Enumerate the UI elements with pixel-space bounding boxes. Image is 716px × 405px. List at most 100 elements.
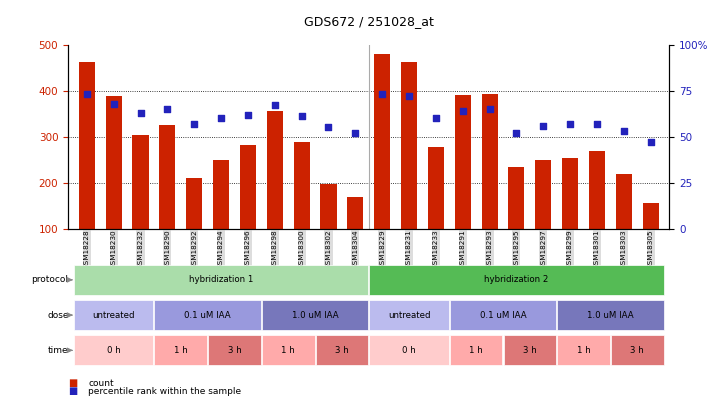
Bar xyxy=(536,160,551,229)
Text: GSM18228: GSM18228 xyxy=(84,230,90,269)
Bar xyxy=(611,335,664,365)
Point xyxy=(618,128,629,134)
Text: 0 h: 0 h xyxy=(107,346,120,355)
Text: 0.1 uM IAA: 0.1 uM IAA xyxy=(480,311,526,320)
Bar xyxy=(155,335,207,365)
Bar xyxy=(208,335,261,365)
Bar xyxy=(369,265,664,295)
Text: 1 h: 1 h xyxy=(174,346,188,355)
Bar xyxy=(186,178,203,229)
Bar xyxy=(240,145,256,229)
Text: hybridization 1: hybridization 1 xyxy=(189,275,253,284)
Point xyxy=(296,113,307,119)
Point xyxy=(430,115,442,122)
Point xyxy=(564,121,576,127)
Point xyxy=(457,108,468,114)
Point xyxy=(162,106,173,112)
Bar xyxy=(74,300,153,330)
Bar xyxy=(481,94,498,229)
Point xyxy=(81,91,92,98)
Bar xyxy=(508,166,524,229)
Text: 0 h: 0 h xyxy=(402,346,416,355)
Bar xyxy=(642,203,659,229)
Text: 3 h: 3 h xyxy=(335,346,349,355)
Text: 1 h: 1 h xyxy=(469,346,483,355)
Point xyxy=(242,111,253,118)
Text: 1 h: 1 h xyxy=(576,346,591,355)
Bar xyxy=(155,300,261,330)
Text: GSM18294: GSM18294 xyxy=(218,230,224,269)
Point xyxy=(591,121,603,127)
Point xyxy=(269,102,281,109)
Text: 1.0 uM IAA: 1.0 uM IAA xyxy=(587,311,634,320)
Bar xyxy=(262,300,368,330)
Bar xyxy=(320,184,337,229)
Text: untreated: untreated xyxy=(388,311,430,320)
Bar xyxy=(401,62,417,229)
Bar xyxy=(132,135,149,229)
Point xyxy=(511,130,522,136)
Bar xyxy=(213,160,229,229)
Text: GSM18303: GSM18303 xyxy=(621,230,626,269)
Point xyxy=(645,139,657,145)
Bar xyxy=(262,335,314,365)
Point xyxy=(349,130,361,136)
Point xyxy=(188,121,200,127)
Bar xyxy=(316,335,368,365)
Point xyxy=(484,106,495,112)
Text: GSM18229: GSM18229 xyxy=(379,230,385,269)
Text: GSM18300: GSM18300 xyxy=(299,230,304,269)
Bar xyxy=(106,96,122,229)
Text: GSM18299: GSM18299 xyxy=(567,230,573,269)
Text: percentile rank within the sample: percentile rank within the sample xyxy=(88,387,241,396)
Text: GSM18305: GSM18305 xyxy=(648,230,654,269)
Text: untreated: untreated xyxy=(92,311,135,320)
Text: GSM18233: GSM18233 xyxy=(433,230,439,269)
Bar xyxy=(557,300,664,330)
Point xyxy=(216,115,227,122)
Text: GSM18297: GSM18297 xyxy=(541,230,546,269)
Bar xyxy=(428,147,444,229)
Text: GSM18292: GSM18292 xyxy=(191,230,197,269)
Point xyxy=(538,122,549,129)
Text: time: time xyxy=(48,346,69,355)
Text: GSM18302: GSM18302 xyxy=(326,230,332,269)
Point xyxy=(108,100,120,107)
Bar xyxy=(294,142,310,229)
Bar xyxy=(374,54,390,229)
Text: count: count xyxy=(88,379,114,388)
Bar xyxy=(369,300,449,330)
Text: GSM18304: GSM18304 xyxy=(352,230,358,269)
Text: GSM18230: GSM18230 xyxy=(111,230,117,269)
Bar xyxy=(589,151,605,229)
Text: protocol: protocol xyxy=(32,275,69,284)
Text: ■: ■ xyxy=(68,378,77,388)
Bar xyxy=(79,62,95,229)
Text: GSM18298: GSM18298 xyxy=(272,230,278,269)
Bar xyxy=(562,158,579,229)
Bar xyxy=(369,335,449,365)
Bar xyxy=(74,335,153,365)
Text: hybridization 2: hybridization 2 xyxy=(484,275,548,284)
Text: GSM18293: GSM18293 xyxy=(487,230,493,269)
Point xyxy=(323,124,334,131)
Text: GSM18301: GSM18301 xyxy=(594,230,600,269)
Bar xyxy=(557,335,610,365)
Text: 3 h: 3 h xyxy=(630,346,644,355)
Bar xyxy=(450,335,503,365)
Text: GSM18295: GSM18295 xyxy=(513,230,519,269)
Text: 0.1 uM IAA: 0.1 uM IAA xyxy=(184,311,231,320)
Text: ■: ■ xyxy=(68,386,77,396)
Bar xyxy=(74,265,368,295)
Text: dose: dose xyxy=(47,311,69,320)
Point xyxy=(403,93,415,99)
Point xyxy=(377,91,388,98)
Text: 3 h: 3 h xyxy=(523,346,537,355)
Text: 1 h: 1 h xyxy=(281,346,295,355)
Text: GSM18291: GSM18291 xyxy=(460,230,465,269)
Text: GSM18232: GSM18232 xyxy=(137,230,143,269)
Text: GSM18290: GSM18290 xyxy=(165,230,170,269)
Point xyxy=(135,109,146,116)
Text: GSM18296: GSM18296 xyxy=(245,230,251,269)
Text: 1.0 uM IAA: 1.0 uM IAA xyxy=(291,311,339,320)
